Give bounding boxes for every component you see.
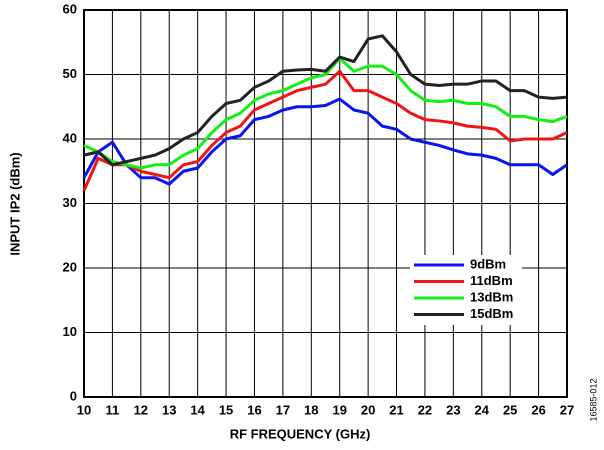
data-line (82, 97, 568, 186)
x-tick-label: 22 (418, 402, 432, 417)
x-tick-label: 20 (361, 402, 375, 417)
x-axis-label: RF FREQUENCY (GHz) (230, 426, 371, 441)
x-tick-label: 13 (162, 402, 176, 417)
y-tick-label: 20 (63, 259, 77, 274)
x-tick-label: 21 (389, 402, 403, 417)
y-tick-label: 40 (63, 130, 77, 145)
x-tick-label: 25 (503, 402, 517, 417)
x-tick-label: 11 (106, 402, 120, 417)
x-tick-label: 18 (304, 402, 318, 417)
legend-label: 11dBm (470, 273, 513, 288)
x-tick-label: 10 (77, 402, 91, 417)
y-axis-label: INPUT IP2 (dBm) (7, 152, 22, 255)
x-tick-label: 12 (134, 402, 148, 417)
x-tick-label: 27 (560, 402, 574, 417)
y-tick-label: 10 (63, 324, 77, 339)
legend-label: 9dBm (470, 256, 506, 271)
x-tick-label: 19 (332, 402, 346, 417)
legend-label: 13dBm (470, 289, 513, 304)
data-line (83, 56, 568, 170)
x-tick-label: 24 (475, 402, 490, 417)
x-tick-label: 16 (247, 402, 261, 417)
y-tick-label: 30 (63, 195, 77, 210)
x-tick-label: 14 (190, 402, 205, 417)
x-tick-label: 23 (446, 402, 460, 417)
x-tick-label: 26 (531, 402, 545, 417)
x-tick-label: 15 (219, 402, 233, 417)
data-line (82, 69, 568, 192)
y-tick-label: 0 (70, 388, 77, 403)
data-line (83, 34, 568, 167)
plot-frame (83, 9, 568, 398)
legend-label: 15dBm (470, 306, 513, 321)
y-tick-label: 60 (63, 1, 77, 16)
figure-id: 16585-012 (588, 378, 598, 421)
x-tick-label: 17 (276, 402, 290, 417)
y-tick-label: 50 (63, 66, 77, 81)
